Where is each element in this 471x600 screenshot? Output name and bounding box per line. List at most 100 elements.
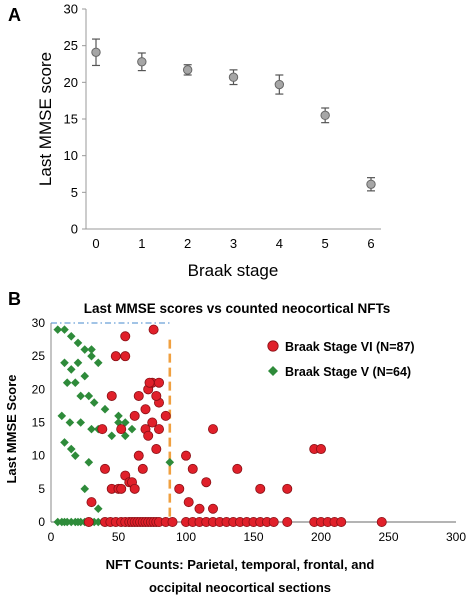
panel-a-x-tick-label: 4 xyxy=(276,236,283,251)
panel-b-point-stage-vi xyxy=(137,463,148,474)
panel-b-x-tick-label: 250 xyxy=(378,530,398,544)
panel-b-point-stage-vi xyxy=(140,404,151,415)
panel-b-point-stage-vi xyxy=(151,390,162,401)
panel-b-point-stage-v xyxy=(71,451,80,460)
panel-b-point-stage-vi xyxy=(153,377,164,388)
panel-b-point-stage-vi xyxy=(83,517,94,528)
panel-b-point-stage-vi xyxy=(147,417,158,428)
panel-b-title: Last MMSE scores vs counted neocortical … xyxy=(84,301,391,316)
panel-b-x-tick-label: 100 xyxy=(176,530,196,544)
panel-b-point-stage-vi xyxy=(120,351,131,362)
panel-b-point-stage-v xyxy=(57,411,67,421)
panel-a-data-point xyxy=(137,57,147,67)
panel-b-point-stage-v xyxy=(66,331,76,341)
panel-b-y-tick-label: 10 xyxy=(32,449,46,463)
panel-b-legend: Braak Stage VI (N=87) Braak Stage V (N=6… xyxy=(267,340,415,379)
panel-b-point-stage-v xyxy=(60,358,69,368)
panel-b-point-stage-vi xyxy=(133,390,144,401)
panel-a-x-axis-label: Braak stage xyxy=(188,261,279,280)
panel-b-point-stage-v xyxy=(80,371,90,381)
panel-b-y-tick-label: 20 xyxy=(32,382,46,396)
panel-a-x-tick-label: 0 xyxy=(92,236,99,251)
panel-a-data-point xyxy=(91,47,101,57)
panel-b-point-stage-vi xyxy=(129,483,140,494)
panel-a-x-tick-label: 6 xyxy=(367,236,374,251)
panel-b-y-ticks: 0 5 10 15 20 25 30 xyxy=(32,316,46,529)
panel-b-point-stage-vi xyxy=(187,463,198,474)
legend-marker-stage-v xyxy=(268,366,278,376)
legend-label-stage-vi: Braak Stage VI (N=87) xyxy=(285,340,415,354)
panel-b-point-stage-v xyxy=(80,345,90,354)
panel-b-point-stage-v xyxy=(60,325,69,334)
panel-a-y-axis-label: Last MMSE score xyxy=(36,52,55,186)
panel-b-x-axis-label-line-2: occipital neocortical sections xyxy=(149,580,331,595)
panel-a-y-tick-label: 30 xyxy=(64,2,78,17)
panel-a-y-tick-label: 0 xyxy=(71,222,78,237)
panel-b-point-stage-v xyxy=(76,391,85,401)
panel-a-data-point xyxy=(182,65,193,75)
panel-b-point-stage-v xyxy=(107,431,117,441)
panel-b-x-tick-label: 0 xyxy=(48,530,55,544)
panel-b-point-stage-vi xyxy=(167,517,178,528)
panel-b-y-tick-label: 0 xyxy=(38,515,45,529)
panel-b-point-stage-vi xyxy=(153,424,164,435)
panel-b-point-stage-v xyxy=(60,438,69,447)
panel-a-x-tick-label: 1 xyxy=(138,236,145,251)
panel-a-y-ticks: 0 5 10 15 20 25 30 xyxy=(64,2,86,237)
panel-a-x-ticks: 0 1 2 3 4 5 6 xyxy=(92,236,374,251)
panel-a-x-tick-label: 2 xyxy=(184,236,191,251)
panel-b-points xyxy=(53,324,387,528)
panel-b-point-stage-v xyxy=(100,404,110,414)
panel-b-point-stage-vi xyxy=(315,444,326,455)
panel-b-y-tick-label: 15 xyxy=(32,416,46,430)
panel-b-point-stage-vi xyxy=(180,450,191,461)
panel-b-point-stage-vi xyxy=(133,450,144,461)
panel-b-point-stage-vi xyxy=(201,477,212,488)
panel-b-point-stage-vi xyxy=(110,351,121,362)
panel-b-point-stage-v xyxy=(87,351,96,361)
panel-b-point-stage-vi xyxy=(207,503,218,514)
panel-b-point-stage-vi xyxy=(232,463,243,474)
panel-a-x-tick-label: 3 xyxy=(230,236,237,251)
panel-a-data-point xyxy=(320,110,330,121)
panel-a-y-tick-label: 15 xyxy=(64,112,78,127)
panel-b-point-stage-v xyxy=(66,444,76,454)
panel-b-point-stage-v xyxy=(84,391,94,401)
panel-b-point-stage-v xyxy=(87,424,96,434)
panel-b-point-stage-v xyxy=(76,418,85,427)
panel-a-data-point xyxy=(366,179,376,189)
panel-b-point-stage-v xyxy=(53,325,63,334)
panel-b-point-stage-vi xyxy=(116,424,127,435)
panel-a-points xyxy=(91,38,376,192)
panel-b-point-stage-v xyxy=(62,378,72,387)
panel-b-point-stage-v xyxy=(87,345,96,354)
panel-a-y-tick-label: 10 xyxy=(64,148,78,163)
panel-b-point-stage-vi xyxy=(120,331,131,342)
panel-b-point-stage-v xyxy=(66,365,76,374)
panel-b-point-stage-v xyxy=(127,424,137,434)
panel-b-point-stage-v xyxy=(65,418,75,427)
panel-b-point-stage-vi xyxy=(143,430,154,441)
panel-b-point-stage-v xyxy=(73,358,83,368)
panel-b-y-tick-label: 25 xyxy=(32,349,46,363)
panel-b-x-axis-label-line-1: NFT Counts: Parietal, temporal, frontal,… xyxy=(106,557,375,572)
panel-b-point-stage-v xyxy=(165,458,175,467)
panel-b-point-stage-vi xyxy=(86,497,97,508)
panel-b-point-stage-vi xyxy=(282,517,293,528)
panel-b-point-stage-vi xyxy=(129,410,140,421)
panel-b-point-stage-vi xyxy=(106,390,117,401)
panel-b-point-stage-vi xyxy=(282,483,293,494)
panel-b-point-stage-v xyxy=(93,504,103,514)
panel-b-point-stage-vi xyxy=(144,377,155,388)
panel-a-y-tick-label: 20 xyxy=(64,75,78,90)
panel-b-x-tick-label: 50 xyxy=(112,530,126,544)
panel-b-point-stage-vi xyxy=(194,503,205,514)
panel-a-data-point xyxy=(274,79,285,90)
panel-b-reference-lines xyxy=(51,322,172,522)
legend-marker-stage-vi xyxy=(267,340,279,352)
panel-b-y-axis-label: Last MMSE Score xyxy=(4,374,19,483)
panel-a-x-tick-label: 5 xyxy=(322,236,329,251)
panel-b-point-stage-v xyxy=(89,398,99,407)
panel-b-point-stage-vi xyxy=(336,517,347,528)
panel-b-point-stage-v xyxy=(80,484,90,494)
